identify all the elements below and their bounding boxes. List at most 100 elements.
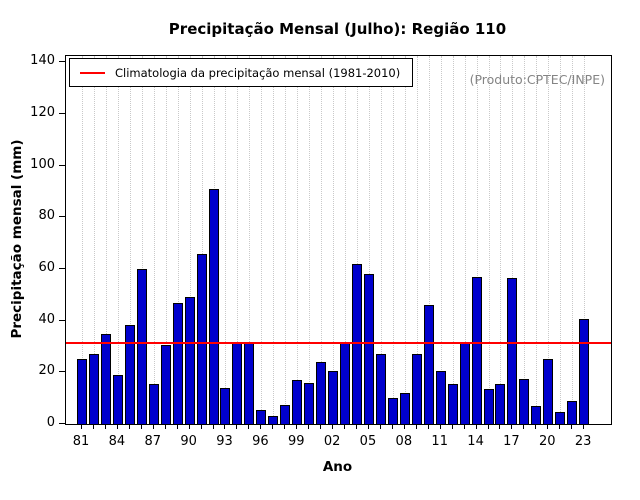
gridline xyxy=(380,56,382,424)
gridline xyxy=(297,56,299,424)
y-tick-label: 80 xyxy=(38,208,55,224)
x-tick xyxy=(104,424,106,429)
chart-title: Precipitação Mensal (Julho): Região 110 xyxy=(168,20,507,38)
x-tick-label: 23 xyxy=(574,434,592,449)
bar-09 xyxy=(411,354,422,424)
bar-02 xyxy=(328,371,339,424)
source-note: (Produto:CPTEC/INPE) xyxy=(469,72,605,87)
gridline xyxy=(309,56,311,424)
gridline xyxy=(452,56,454,424)
gridline xyxy=(177,56,179,424)
gridline xyxy=(464,56,466,424)
x-tick-label: 14 xyxy=(467,434,484,449)
x-tick xyxy=(260,424,262,429)
bar-06 xyxy=(375,354,386,424)
bar-12 xyxy=(447,383,458,424)
x-tick-label: 87 xyxy=(144,434,161,449)
gridline xyxy=(548,56,550,424)
x-tick xyxy=(391,424,393,429)
x-tick-label: 05 xyxy=(359,434,377,449)
bar-84 xyxy=(112,374,123,424)
y-tick-label: 100 xyxy=(30,156,55,172)
bar-10 xyxy=(423,305,434,424)
gridline xyxy=(189,56,191,424)
bar-13 xyxy=(459,343,470,424)
gridline xyxy=(524,56,526,424)
bar-18 xyxy=(519,378,530,424)
y-tick-label: 60 xyxy=(38,260,55,276)
gridline xyxy=(165,56,167,424)
gridline xyxy=(82,56,83,424)
bar-85 xyxy=(124,324,135,424)
gridline xyxy=(249,56,251,424)
x-tick xyxy=(152,424,154,429)
gridline xyxy=(93,56,95,424)
x-tick xyxy=(344,424,346,429)
gridline xyxy=(225,56,227,424)
legend: Climatologia da precipitação mensal (198… xyxy=(69,58,414,87)
bar-82 xyxy=(88,354,99,424)
x-tick xyxy=(308,424,310,429)
x-tick xyxy=(296,424,298,429)
climatology-line-swatch xyxy=(80,71,105,74)
x-tick xyxy=(559,424,561,429)
x-tick xyxy=(224,424,226,429)
x-tick xyxy=(92,424,94,429)
x-tick xyxy=(236,424,238,429)
y-tick-label: 40 xyxy=(38,311,55,327)
x-tick xyxy=(415,424,417,429)
x-tick xyxy=(140,424,142,429)
bar-15 xyxy=(483,389,494,424)
y-tick-label: 120 xyxy=(30,105,55,121)
gridline xyxy=(488,56,490,424)
bar-00 xyxy=(304,382,315,424)
bar-93 xyxy=(220,387,231,424)
bar-05 xyxy=(363,274,374,424)
gridline xyxy=(560,56,562,424)
bar-20 xyxy=(543,359,554,424)
gridline xyxy=(368,56,370,424)
gridline xyxy=(345,56,347,424)
gridline xyxy=(428,56,430,424)
bar-16 xyxy=(495,383,506,424)
y-tick-label: 140 xyxy=(30,53,55,69)
x-tick xyxy=(212,424,214,429)
gridline xyxy=(153,56,155,424)
bar-07 xyxy=(387,398,398,424)
gridline xyxy=(129,56,131,424)
x-tick xyxy=(511,424,513,429)
x-axis-title: Ano xyxy=(322,459,353,475)
x-tick xyxy=(475,424,477,429)
bar-03 xyxy=(340,343,351,424)
bar-14 xyxy=(471,276,482,424)
x-tick-label: 90 xyxy=(180,434,197,449)
gridline xyxy=(584,56,586,424)
x-tick xyxy=(320,424,322,429)
bar-11 xyxy=(435,371,446,424)
gridline xyxy=(201,56,203,424)
bar-94 xyxy=(232,343,243,424)
gridline xyxy=(404,56,406,424)
x-tick xyxy=(439,424,441,429)
bar-01 xyxy=(316,362,327,424)
bar-22 xyxy=(567,400,578,424)
y-tick xyxy=(59,319,65,321)
bar-89 xyxy=(172,302,183,424)
x-tick xyxy=(188,424,190,429)
bar-99 xyxy=(292,380,303,424)
x-tick xyxy=(583,424,585,429)
y-tick xyxy=(59,268,65,270)
gridline xyxy=(536,56,538,424)
bar-19 xyxy=(531,405,542,424)
bar-87 xyxy=(148,383,159,424)
y-tick xyxy=(59,164,65,166)
x-tick xyxy=(499,424,501,429)
x-tick xyxy=(523,424,525,429)
gridline xyxy=(500,56,502,424)
x-tick xyxy=(403,424,405,429)
bar-95 xyxy=(244,343,255,424)
gridline xyxy=(141,56,143,424)
x-tick-label: 96 xyxy=(252,434,269,449)
y-tick xyxy=(59,113,65,115)
y-tick-label: 0 xyxy=(46,415,55,430)
